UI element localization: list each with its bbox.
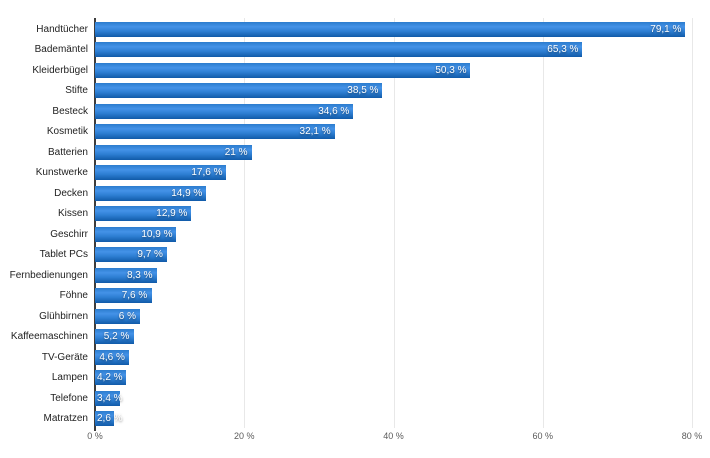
category-label: TV-Geräte <box>41 351 88 363</box>
value-label: 32,1 % <box>299 126 331 138</box>
value-label: 4,2 % <box>97 372 123 384</box>
gridline <box>393 18 395 428</box>
category-label: Stifte <box>65 85 88 97</box>
value-label: 3,4 % <box>97 392 123 404</box>
bar-row: 5,2 % <box>95 329 695 345</box>
value-label: 65,3 % <box>547 44 579 56</box>
bar <box>95 103 354 119</box>
bar <box>95 226 177 242</box>
bar <box>95 288 152 304</box>
category-label: Bademäntel <box>34 44 88 56</box>
value-label: 4,6 % <box>99 351 125 363</box>
bar-row: 8,3 % <box>95 267 695 283</box>
value-label: 5,2 % <box>103 331 130 343</box>
x-axis-tick-label: 60 % <box>532 431 553 441</box>
category-label: Matratzen <box>43 413 88 425</box>
x-axis-tick-label: 0 % <box>87 431 103 441</box>
value-label: 12,9 % <box>156 208 188 220</box>
category-label: Handtücher <box>36 23 88 35</box>
bar-row: 65,3 % <box>95 42 695 58</box>
category-label: Kissen <box>57 208 88 220</box>
bar-row: 14,9 % <box>95 185 695 201</box>
category-label: Decken <box>54 187 88 199</box>
bar-row: 3,4 % <box>95 390 695 406</box>
bar-row: 12,9 % <box>95 206 695 222</box>
bar <box>95 411 115 427</box>
value-label: 34,6 % <box>318 105 350 117</box>
category-label: Fernbedienungen <box>9 269 88 281</box>
bar-row: 79,1 % <box>95 21 695 37</box>
bar-row: 38,5 % <box>95 83 695 99</box>
category-label: Kosmetik <box>46 126 88 138</box>
bar <box>95 42 583 58</box>
category-label: Tablet PCs <box>39 249 88 261</box>
value-label: 38,5 % <box>347 85 379 97</box>
y-axis-line <box>94 18 96 431</box>
category-label: Besteck <box>52 105 88 117</box>
value-label: 6 % <box>118 310 136 322</box>
bar <box>95 308 140 324</box>
bar-row: 7,6 % <box>95 288 695 304</box>
bar <box>95 370 127 386</box>
value-label: 10,9 % <box>141 228 173 240</box>
category-label: Batterien <box>47 146 88 158</box>
category-label: Telefone <box>50 392 88 404</box>
bar <box>95 124 335 140</box>
value-label: 21 % <box>224 146 248 158</box>
bar-row: 34,6 % <box>95 103 695 119</box>
bar-row: 10,9 % <box>95 226 695 242</box>
value-label: 17,6 % <box>191 167 223 179</box>
value-label: 14,9 % <box>171 187 203 199</box>
bar <box>95 83 383 99</box>
bar <box>95 349 130 365</box>
bar-row: 17,6 % <box>95 165 695 181</box>
bar <box>95 267 157 283</box>
category-label: Kaffeemaschinen <box>10 331 88 343</box>
gridline <box>692 18 693 428</box>
bar <box>95 185 207 201</box>
bar-row: 50,3 % <box>95 62 695 78</box>
bar-row: 4,6 % <box>95 349 695 365</box>
bar <box>95 62 471 78</box>
bar <box>95 21 686 37</box>
x-axis-tick-label: 80 % <box>681 431 703 441</box>
category-label: Lampen <box>51 372 88 384</box>
bar <box>95 390 121 406</box>
bar-row: 21 % <box>95 144 695 160</box>
x-axis-tick-label: 20 % <box>233 431 255 441</box>
category-label: Föhne <box>59 290 88 302</box>
bar <box>95 206 192 222</box>
x-axis-tick-label: 40 % <box>383 431 404 441</box>
category-label: Kunstwerke <box>35 167 88 179</box>
value-label: 50,3 % <box>435 64 467 76</box>
value-label: 9,7 % <box>137 249 163 261</box>
category-label: Geschirr <box>50 228 88 240</box>
gridline <box>542 18 544 428</box>
value-label: 79,1 % <box>650 23 682 35</box>
bar <box>95 329 134 345</box>
bar-row: 9,7 % <box>95 247 695 263</box>
bar-row: 32,1 % <box>95 124 695 140</box>
value-label: 2,6 % <box>97 413 123 425</box>
value-label: 7,6 % <box>121 290 148 302</box>
bar-row: 6 % <box>95 308 695 324</box>
bar <box>95 165 227 181</box>
gridline <box>244 18 246 428</box>
bar-row: 2,6 % <box>95 411 695 427</box>
bar <box>95 247 168 263</box>
bar-row: 4,2 % <box>95 370 695 386</box>
category-label: Kleiderbügel <box>32 64 88 76</box>
category-label: Glühbirnen <box>39 310 88 322</box>
value-label: 8,3 % <box>126 269 153 281</box>
bar <box>95 144 252 160</box>
